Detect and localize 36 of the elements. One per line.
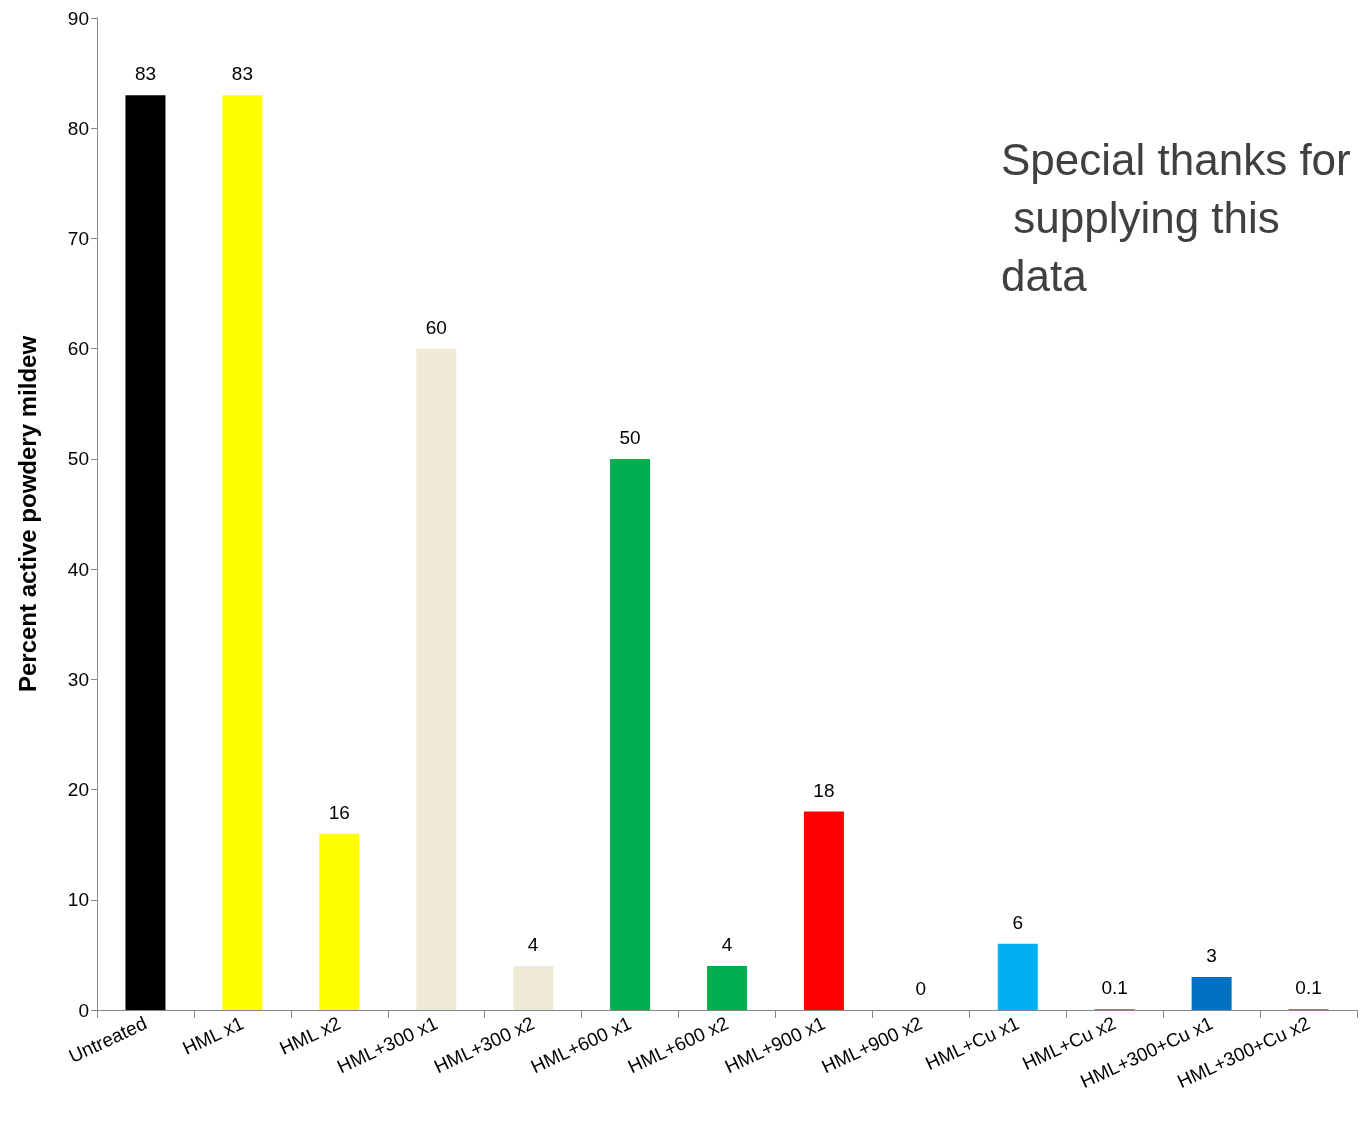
data-label: 50 bbox=[619, 426, 641, 448]
data-label: 18 bbox=[813, 779, 835, 801]
data-label: 60 bbox=[425, 316, 447, 338]
y-tick-label: 10 bbox=[67, 889, 89, 911]
data-label: 3 bbox=[1206, 944, 1217, 966]
y-tick-label: 0 bbox=[78, 999, 89, 1021]
bar bbox=[513, 965, 554, 1010]
data-label: 83 bbox=[134, 63, 157, 85]
data-label: 83 bbox=[231, 63, 253, 85]
data-label: 4 bbox=[721, 933, 733, 955]
y-tick-label: 70 bbox=[67, 227, 89, 249]
y-tick-label: 60 bbox=[67, 338, 89, 360]
data-label: 4 bbox=[527, 933, 539, 955]
annotation: Special thanks for supplying this data bbox=[1001, 134, 1351, 300]
y-tick-label: 50 bbox=[67, 448, 89, 470]
bar bbox=[1191, 976, 1232, 1010]
data-label: 16 bbox=[328, 801, 350, 823]
bar bbox=[707, 965, 747, 1010]
y-tick-label: 30 bbox=[67, 668, 89, 690]
y-tick-label: 40 bbox=[67, 558, 89, 580]
bar bbox=[125, 95, 166, 1010]
data-label: 6 bbox=[1012, 911, 1024, 933]
bar bbox=[803, 811, 844, 1010]
data-label: 0 bbox=[915, 978, 927, 999]
bar bbox=[222, 95, 263, 1010]
bar bbox=[319, 833, 360, 1010]
y-tick-label: 90 bbox=[67, 7, 89, 29]
y-tick-label: 80 bbox=[67, 117, 89, 139]
x-tick-label: HML x1 bbox=[179, 1012, 247, 1059]
bar bbox=[416, 348, 457, 1010]
data-label: 0.1 bbox=[1295, 976, 1322, 998]
bar bbox=[610, 458, 651, 1010]
y-tick-label: 20 bbox=[67, 779, 89, 801]
y-axis-title: Percent active powdery mildew bbox=[13, 335, 41, 693]
bar bbox=[997, 943, 1038, 1010]
data-label: 0.1 bbox=[1101, 976, 1128, 998]
